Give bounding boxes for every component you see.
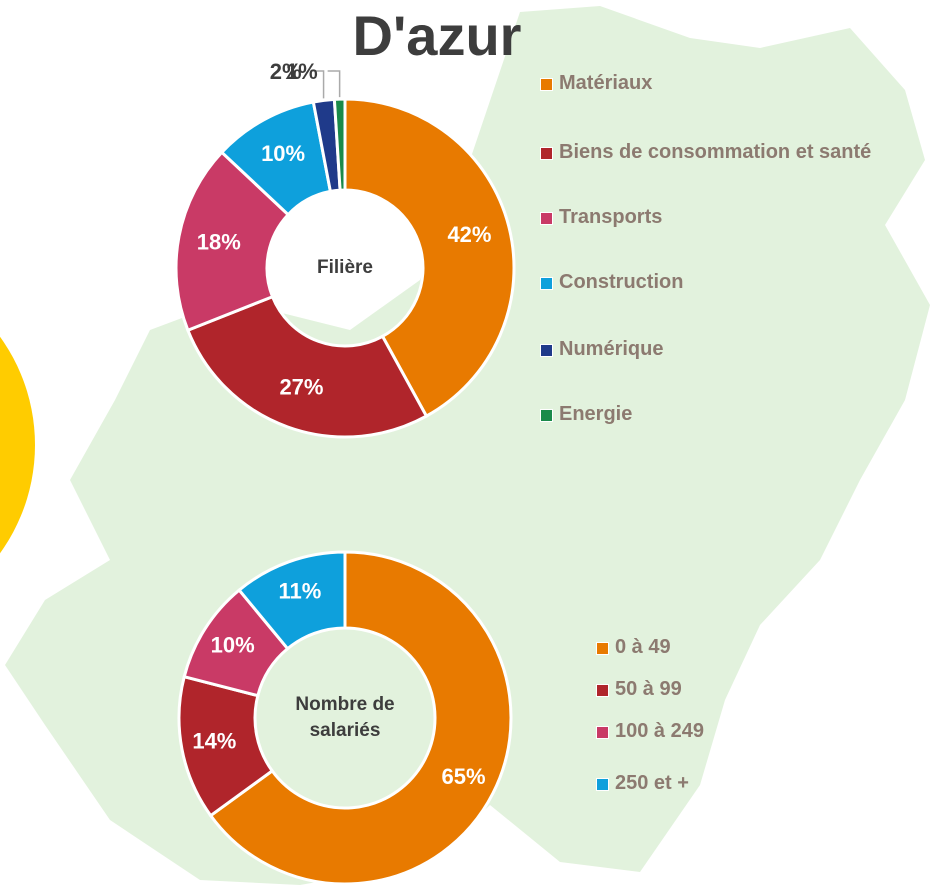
legend-item: 50 à 99 (596, 678, 682, 701)
slice-label: 10% (211, 633, 255, 658)
legend-label: 50 à 99 (615, 678, 682, 700)
legend-swatch (596, 726, 609, 739)
slice (185, 294, 429, 439)
slice-label: 11% (279, 579, 322, 604)
legend-swatch (596, 684, 609, 697)
slice (343, 97, 516, 419)
legend-label: 100 à 249 (615, 720, 704, 742)
center-label: Nombre de (295, 694, 394, 715)
slice-label: 10% (261, 141, 305, 166)
legend-swatch (540, 277, 553, 290)
legend-label: 0 à 49 (615, 636, 671, 658)
slice (208, 550, 513, 886)
slice-label: 2% (270, 59, 302, 84)
legend-label: Transports (559, 206, 663, 228)
legend-item: 100 à 249 (596, 720, 704, 743)
legend-label: Construction (559, 271, 684, 293)
slice-label: 65% (441, 764, 485, 789)
legend-item: Numérique (540, 338, 663, 361)
legend-label: Matériaux (559, 72, 653, 94)
legend-swatch (596, 642, 609, 655)
center-label: salariés (310, 720, 381, 741)
legend-swatch (540, 78, 553, 91)
slice-label: 27% (279, 375, 323, 400)
slice (332, 97, 347, 192)
center-label: Filière (317, 257, 373, 278)
slice (174, 150, 291, 333)
legend-item: Construction (540, 271, 683, 294)
legend-swatch (540, 409, 553, 422)
slice-label: 18% (197, 230, 241, 255)
legend-label: 250 et + (615, 772, 689, 794)
legend-swatch (596, 778, 609, 791)
leader-line (311, 70, 325, 99)
legend-item: Transports (540, 206, 662, 229)
legend-label: Numérique (559, 338, 664, 360)
leader-line (327, 70, 341, 98)
slice (237, 550, 347, 651)
legend-swatch (540, 344, 553, 357)
legend-item: Matériaux (540, 72, 652, 95)
slice-label: 42% (447, 222, 491, 247)
decor-circle (0, 336, 35, 554)
slice-label: 14% (192, 729, 236, 754)
legend-swatch (540, 212, 553, 225)
legend-label: Energie (559, 403, 633, 425)
legend-item: 250 et + (596, 772, 689, 795)
slice-label: 1% (286, 59, 318, 84)
legend-item: Biens de consommation et santé (540, 141, 871, 164)
legend-item: 0 à 49 (596, 636, 671, 659)
legend-label: Biens de consommation et santé (559, 141, 872, 163)
title: D'azur (353, 4, 522, 67)
legend-swatch (540, 147, 553, 160)
legend-item: Energie (540, 403, 632, 426)
